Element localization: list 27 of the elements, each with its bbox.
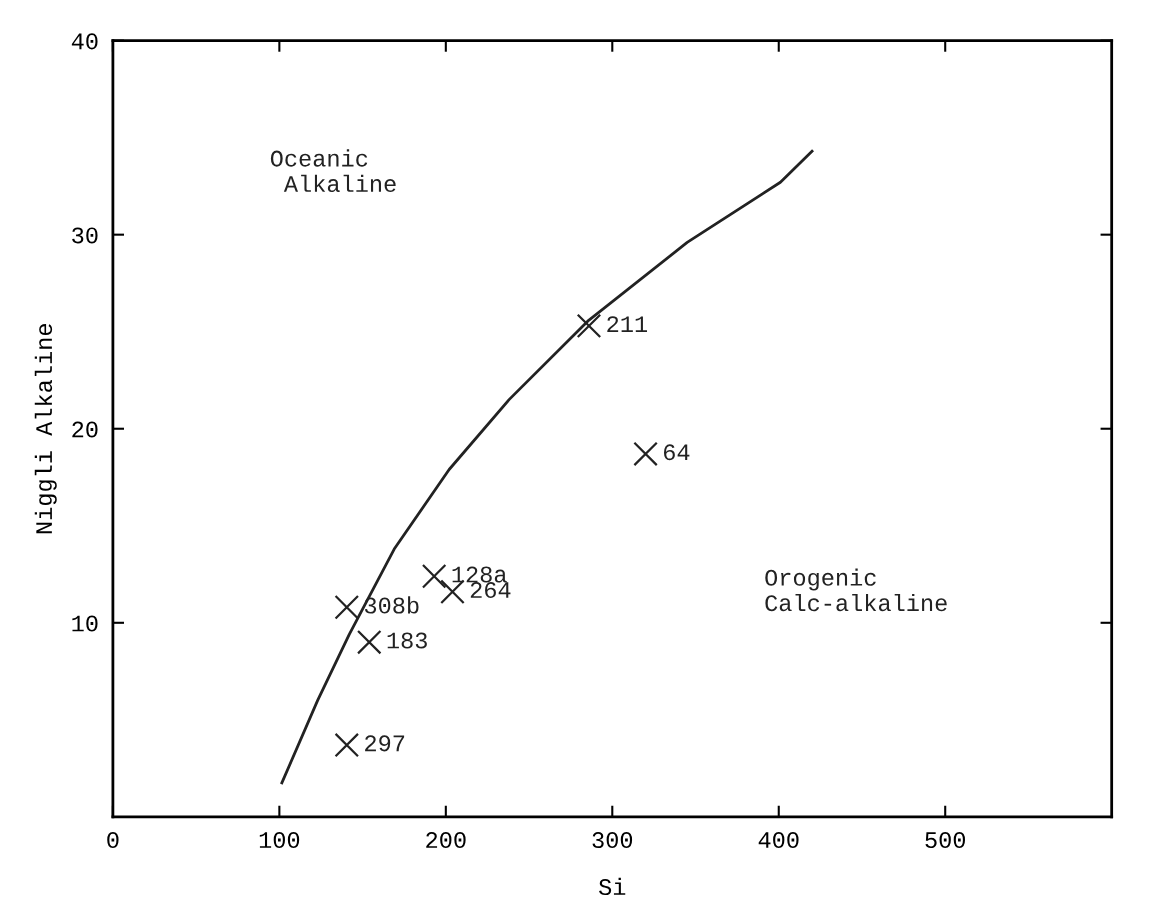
annotation: 308b (364, 596, 419, 614)
y-tick-label: 30 (72, 227, 98, 244)
x-tick-label: 100 (259, 832, 300, 849)
point (421, 563, 447, 589)
y-tick-label: 20 (72, 421, 98, 438)
annotation: Oceanic Alkaline (270, 149, 396, 193)
x-tick-label: 0 (107, 832, 119, 849)
annotation: 128a (452, 566, 507, 583)
annotation: 211 (607, 316, 648, 332)
point (576, 313, 602, 339)
annotation: 64 (663, 444, 690, 461)
x-tick-label: 300 (592, 832, 633, 849)
y-axis-title: Niggli Alkaline (34, 324, 57, 534)
x-tick-label: 500 (925, 832, 966, 849)
annotation: Orogenic Calc-alkaline (765, 568, 947, 612)
point (356, 629, 382, 655)
annotation: 297 (365, 735, 405, 752)
point (334, 732, 360, 758)
y-tick-label: 40 (71, 33, 98, 50)
y-tick-label: 10 (72, 615, 98, 632)
annotation: 183 (387, 632, 427, 649)
point (334, 594, 360, 620)
annotation: 264 (470, 582, 511, 599)
x-tick-label: 200 (426, 832, 466, 849)
point (633, 441, 658, 467)
x-axis-title: Si (599, 877, 626, 896)
x-tick-label: 400 (758, 832, 799, 849)
